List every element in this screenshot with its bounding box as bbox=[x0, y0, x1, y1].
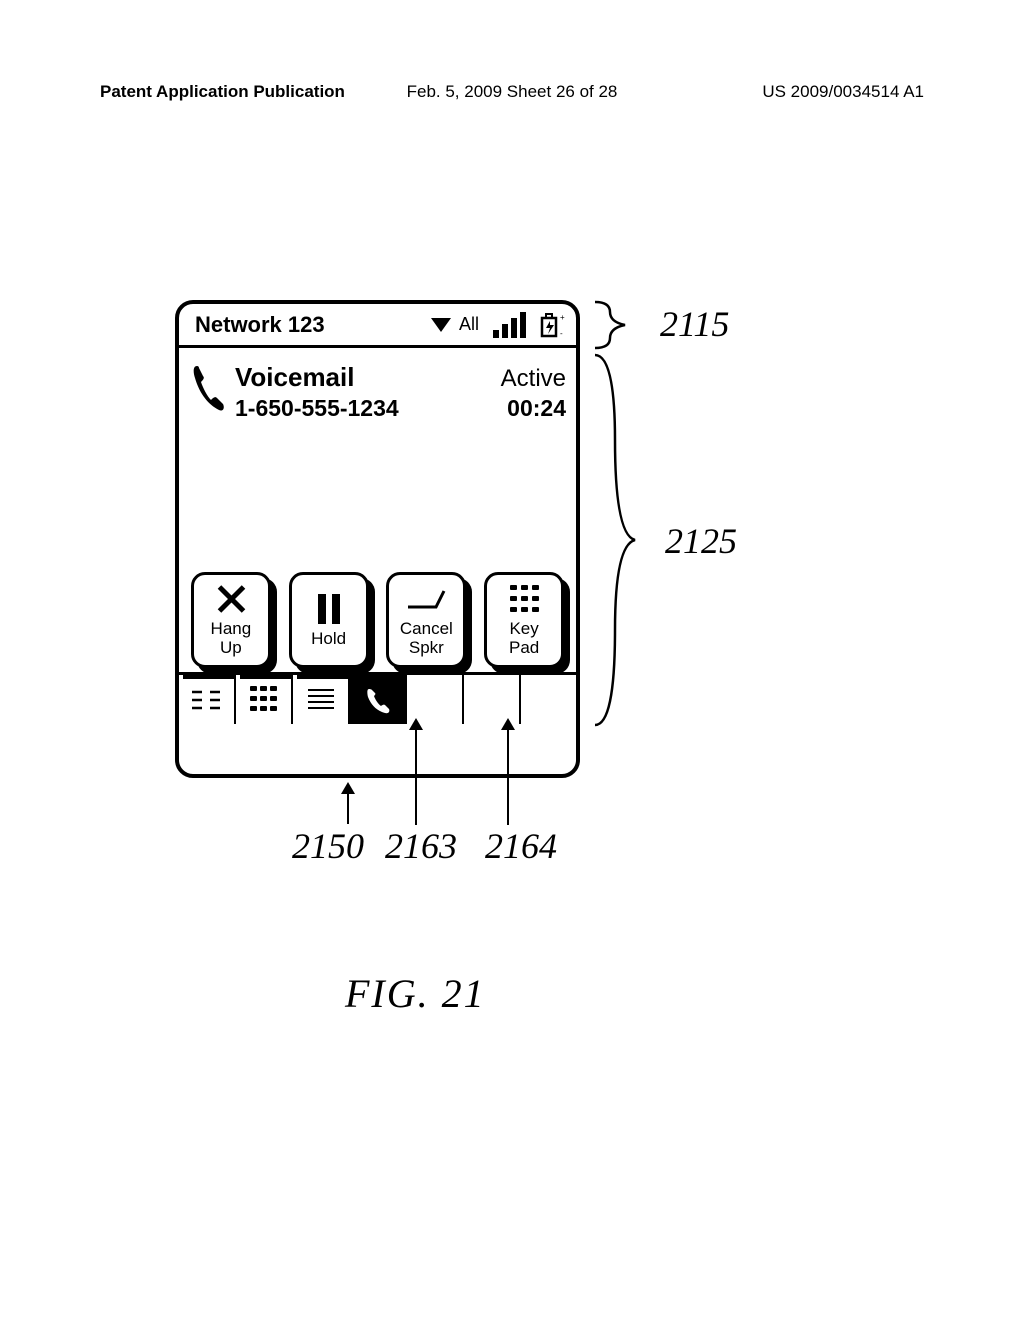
hangup-label: Hang Up bbox=[211, 620, 252, 657]
ref-2115: 2115 bbox=[660, 303, 729, 345]
nav-tab-7[interactable] bbox=[521, 675, 576, 724]
signal-bars-icon bbox=[493, 312, 526, 338]
nav-tab-6[interactable] bbox=[464, 675, 521, 724]
header-left: Patent Application Publication bbox=[100, 82, 345, 102]
brace-2125 bbox=[590, 350, 660, 730]
page-header: Patent Application Publication Feb. 5, 2… bbox=[100, 82, 924, 102]
dropdown-label[interactable]: All bbox=[459, 314, 479, 335]
nav-tab-phone-active[interactable] bbox=[350, 675, 407, 724]
soft-button-row: Hang Up Hold Cancel Spkr bbox=[179, 572, 576, 672]
nav-tab-2[interactable] bbox=[236, 675, 293, 724]
figure-caption: FIG. 21 bbox=[345, 970, 486, 1017]
svg-text:-: - bbox=[560, 329, 563, 338]
hold-label: Hold bbox=[311, 630, 346, 649]
cancel-speaker-button[interactable]: Cancel Spkr bbox=[386, 572, 466, 672]
call-number: 1-650-555-1234 bbox=[235, 395, 399, 422]
blank-area bbox=[179, 422, 576, 572]
hangup-button[interactable]: Hang Up bbox=[191, 572, 271, 672]
call-status: Active bbox=[501, 365, 566, 393]
status-bar: Network 123 All + - bbox=[179, 304, 576, 348]
keypad-button[interactable]: Key Pad bbox=[484, 572, 564, 672]
ref-2125: 2125 bbox=[665, 520, 737, 562]
hold-button[interactable]: Hold bbox=[289, 572, 369, 672]
ref-2164: 2164 bbox=[485, 825, 557, 867]
dropdown-triangle-icon[interactable] bbox=[431, 318, 451, 332]
bottom-nav-bar bbox=[179, 672, 576, 724]
call-title: Voicemail bbox=[235, 362, 354, 393]
phone-handset-icon bbox=[189, 362, 227, 414]
network-label: Network 123 bbox=[195, 312, 325, 338]
arrow-2150 bbox=[347, 784, 349, 824]
x-icon bbox=[216, 584, 246, 614]
arrow-2164 bbox=[507, 720, 509, 825]
keypad-icon bbox=[510, 585, 539, 614]
ref-2150: 2150 bbox=[292, 825, 364, 867]
nav-tab-5[interactable] bbox=[407, 675, 464, 724]
phone-screen-frame: Network 123 All + - Voicemail Active bbox=[175, 300, 580, 778]
brace-2115 bbox=[590, 300, 650, 350]
battery-icon: + - bbox=[538, 312, 566, 338]
call-duration: 00:24 bbox=[507, 395, 566, 422]
ref-2163: 2163 bbox=[385, 825, 457, 867]
call-info-area: Voicemail Active 1-650-555-1234 00:24 bbox=[179, 348, 576, 422]
cancel-speaker-icon bbox=[406, 587, 446, 611]
cancel-label: Cancel Spkr bbox=[400, 620, 453, 657]
header-center: Feb. 5, 2009 Sheet 26 of 28 bbox=[407, 82, 618, 102]
nav-tab-3[interactable] bbox=[293, 675, 350, 724]
arrow-2163 bbox=[415, 720, 417, 825]
svg-text:+: + bbox=[560, 313, 565, 322]
header-right: US 2009/0034514 A1 bbox=[762, 82, 924, 102]
keypad-label: Key Pad bbox=[509, 620, 539, 657]
pause-icon bbox=[318, 594, 340, 624]
nav-tab-1[interactable] bbox=[179, 675, 236, 724]
